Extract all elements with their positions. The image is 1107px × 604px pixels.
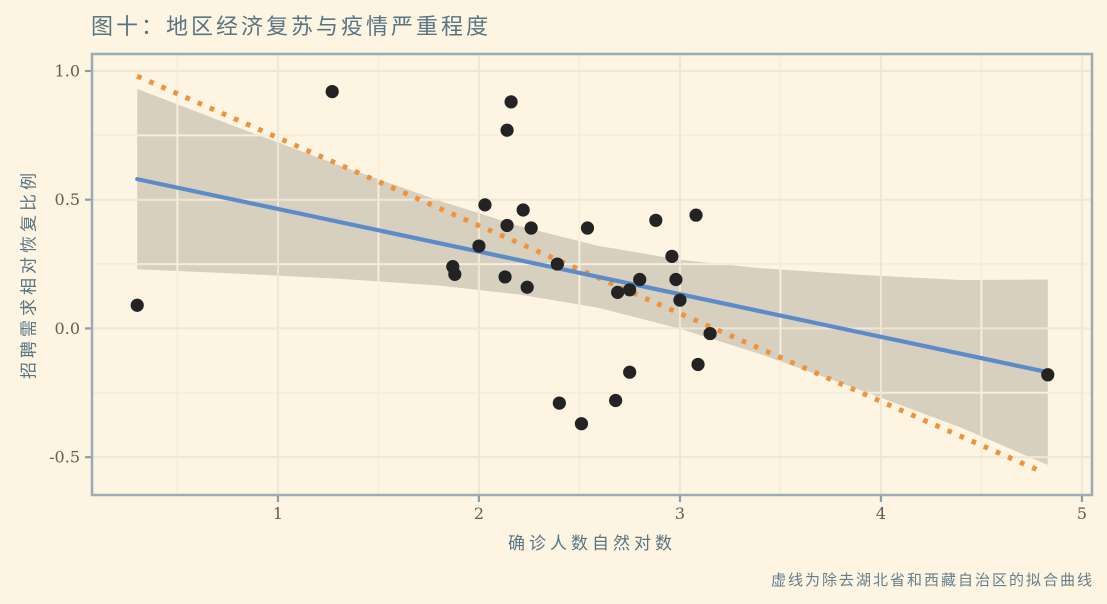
x-axis-title: 确诊人数自然对数: [508, 534, 676, 554]
scatter-point: [130, 298, 144, 312]
y-tick-label: -0.5: [49, 448, 80, 467]
scatter-point: [691, 357, 705, 372]
scatter-point: [703, 326, 717, 341]
x-tick-label: 5: [1077, 504, 1087, 523]
y-tick-label: 0.5: [55, 190, 80, 209]
scatter-point: [580, 221, 595, 235]
scatter-point: [633, 272, 647, 287]
scatter-point: [478, 198, 492, 212]
scatter-point: [673, 293, 687, 307]
y-tick-label: 0.0: [55, 319, 80, 338]
scatter-point: [623, 365, 637, 379]
scatter-point: [500, 218, 514, 233]
x-tick-label: 3: [675, 504, 685, 523]
scatter-point: [500, 123, 514, 137]
chart-title: 图十：地区经济复苏与疫情严重程度: [91, 15, 492, 40]
scatter-point: [574, 417, 589, 431]
footnote: 虚线为除去湖北省和西藏自治区的拟合曲线: [770, 571, 1094, 589]
scatter-point: [516, 203, 530, 217]
scatter-point: [623, 283, 637, 297]
scatter-point: [1041, 368, 1055, 382]
scatter-point: [498, 270, 512, 284]
fit-line-all-regions: [135, 177, 1050, 375]
scatter-point: [611, 285, 625, 299]
scatter-point: [552, 396, 566, 410]
scatter-point: [448, 267, 462, 281]
y-tick-label: 1.0: [55, 61, 80, 80]
scatter-point: [649, 213, 663, 227]
scatter-point: [665, 249, 679, 263]
scatter-point: [524, 221, 538, 235]
scatter-point: [609, 393, 623, 408]
scatter-point: [472, 239, 486, 253]
x-tick-label: 2: [474, 504, 484, 523]
x-tick-label: 1: [273, 504, 283, 523]
scatter-point: [325, 84, 339, 99]
panel-border: [90, 52, 1094, 497]
scatter-point: [504, 95, 518, 109]
x-tick-label: 4: [876, 504, 886, 523]
scatter-point: [520, 280, 534, 294]
scatter-point: [550, 257, 564, 271]
y-axis-title: 招聘需求相对恢复比例: [19, 169, 40, 379]
scatter-point: [689, 208, 703, 222]
scatter-point: [669, 272, 683, 287]
